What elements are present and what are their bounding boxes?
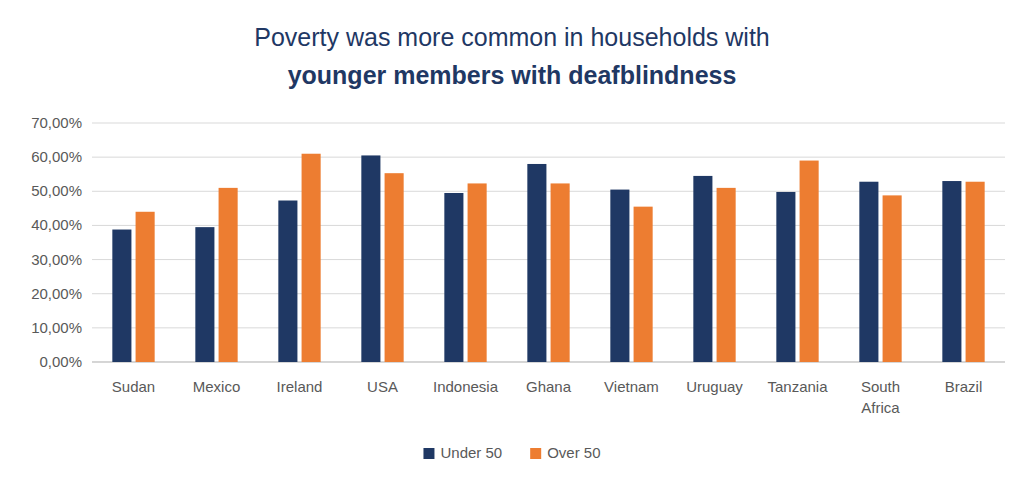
bar — [551, 183, 570, 362]
y-tick-label: 50,00% — [31, 182, 82, 199]
y-tick-label: 20,00% — [31, 285, 82, 302]
bar — [859, 182, 878, 362]
bar — [610, 190, 629, 362]
legend-label: Under 50 — [440, 444, 502, 461]
bar — [883, 195, 902, 362]
bar — [219, 188, 238, 362]
y-tick-label: 30,00% — [31, 251, 82, 268]
bar — [385, 173, 404, 362]
x-tick-label-line: South — [861, 378, 900, 395]
bar — [634, 207, 653, 362]
bar — [195, 227, 214, 362]
x-tick-label: Tanzania — [767, 378, 828, 395]
bar — [717, 188, 736, 362]
bar — [966, 182, 985, 362]
chart: Poverty was more common in households wi… — [0, 0, 1024, 490]
x-tick-label: Ireland — [277, 378, 323, 395]
title: Poverty was more common in households wi… — [254, 23, 770, 51]
x-tick-label: Ghana — [526, 378, 572, 395]
legend-swatch — [423, 448, 434, 459]
x-tick-label: Brazil — [945, 378, 983, 395]
legend-label: Over 50 — [547, 444, 600, 461]
y-tick-label: 40,00% — [31, 216, 82, 233]
bar — [800, 161, 819, 362]
y-tick-label: 60,00% — [31, 148, 82, 165]
bars — [112, 154, 984, 362]
bar — [361, 155, 380, 362]
x-tick-label: Mexico — [193, 378, 241, 395]
bar — [776, 192, 795, 362]
bar — [136, 212, 155, 362]
bar — [527, 164, 546, 362]
grid-line — [92, 123, 1005, 124]
x-tick-label: Uruguay — [686, 378, 743, 395]
legend: Under 50 Over 50 — [423, 444, 600, 461]
x-tick-label: Indonesia — [433, 378, 499, 395]
legend-swatch — [530, 448, 541, 459]
bar — [302, 154, 321, 362]
bar — [693, 176, 712, 362]
y-tick-label: 0,00% — [39, 353, 82, 370]
y-tick-label: 70,00% — [31, 114, 82, 131]
grid-line — [92, 157, 1005, 158]
bar — [444, 193, 463, 362]
x-tick-label: USA — [367, 378, 398, 395]
x-tick-label: Vietnam — [604, 378, 659, 395]
bar — [112, 230, 131, 362]
bar — [942, 181, 961, 362]
x-tick-label: South Africa — [861, 378, 900, 416]
bar — [468, 183, 487, 362]
y-tick-label: 10,00% — [31, 319, 82, 336]
x-tick-label: Sudan — [112, 378, 155, 395]
x-tick-label-line: Africa — [861, 399, 900, 416]
subtitle: younger members with deafblindness — [288, 61, 737, 89]
bar — [278, 201, 297, 362]
